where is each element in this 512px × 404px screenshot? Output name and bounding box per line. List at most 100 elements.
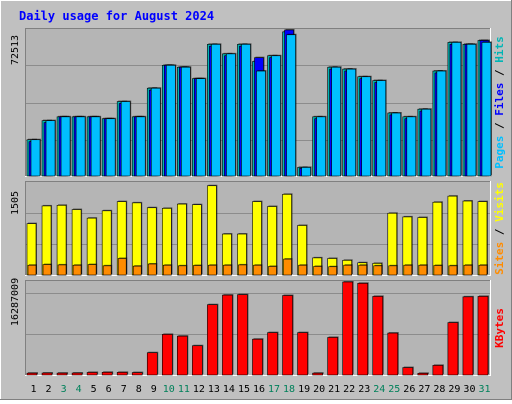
bar-kbytes-day-12: [192, 345, 203, 376]
x-tick-label: 1: [31, 384, 37, 395]
x-tick-label: 25: [388, 384, 400, 395]
x-tick-label: 9: [151, 384, 157, 395]
panel-3: 16287009 KBytes: [10, 278, 506, 376]
bar-pages-day-30: [466, 44, 477, 177]
bar-kbytes-day-24: [372, 296, 384, 376]
x-tick-label: 10: [163, 384, 175, 395]
x-axis-day-labels: 1 2 3 4 5 6 7 8 9 10 11 12 13 14 15 16 17 18 19 20 21 22 23 24 2…: [31, 384, 491, 395]
bar-pages-day-16: [256, 70, 266, 177]
bar-kbytes-day-21: [327, 337, 338, 376]
bar-kbytes-day-3: [56, 372, 68, 376]
bar-visits-day-28: [432, 201, 443, 276]
x-tick-label: 5: [91, 384, 97, 395]
x-tick-label: 3: [61, 384, 67, 395]
series-label-files: Files: [493, 83, 506, 116]
bar-pages-day-11: [181, 66, 191, 177]
bar-sites-day-21: [328, 266, 337, 276]
bar-sites-day-19: [298, 264, 307, 276]
x-tick-label: 11: [178, 384, 190, 395]
y-tick-label: 16287009: [10, 278, 21, 326]
x-tick-label: 7: [121, 384, 127, 395]
bar-pages-day-10: [165, 65, 176, 177]
bar-sites-day-17: [268, 266, 277, 276]
bar-sites-day-8: [132, 265, 142, 276]
bar-sites-day-10: [162, 264, 172, 276]
bar-sites-day-2: [42, 264, 52, 276]
x-tick-label: 2: [46, 384, 52, 395]
bar-sites-day-14: [223, 264, 232, 276]
bar-sites-day-25: [388, 265, 398, 276]
bar-pages-day-19: [301, 167, 311, 177]
bar-pages-day-4: [75, 116, 86, 177]
bar-kbytes-day-23: [357, 283, 369, 376]
bar-kbytes-day-20: [312, 372, 323, 376]
bar-kbytes-day-29: [447, 322, 459, 376]
bar-kbytes-day-15: [237, 294, 248, 376]
bar-pages-day-18: [286, 34, 296, 177]
bar-sites-day-29: [448, 265, 458, 276]
bar-pages-day-23: [361, 76, 372, 177]
x-tick-label: 26: [403, 384, 415, 395]
bar-sites-day-30: [463, 264, 473, 276]
x-tick-label: 16: [253, 384, 265, 395]
bar-pages-day-6: [105, 118, 116, 177]
bar-sites-day-11: [178, 265, 187, 276]
bar-pages-day-28: [436, 70, 447, 177]
bar-pages-day-12: [196, 78, 206, 177]
panel-2: 1505 Sites / Visits: [10, 181, 506, 276]
bar-visits-day-11: [177, 203, 187, 276]
bar-visits-day-31: [477, 201, 488, 276]
bar-kbytes-day-13: [207, 304, 218, 376]
bar-kbytes-day-9: [146, 352, 158, 376]
bar-sites-day-26: [403, 264, 413, 276]
series-label-separator: /: [493, 222, 506, 242]
bar-sites-day-27: [418, 264, 428, 276]
bar-kbytes-day-2: [41, 372, 53, 376]
x-tick-label: 12: [193, 384, 205, 395]
bar-sites-day-20: [313, 266, 322, 276]
bar-kbytes-day-16: [252, 338, 263, 376]
x-tick-label: 28: [433, 384, 445, 395]
series-label-pages: Pages: [493, 136, 506, 169]
bar-visits-day-12: [192, 204, 202, 276]
x-tick-label: 23: [358, 384, 370, 395]
bar-kbytes-day-25: [387, 332, 399, 376]
bar-sites-day-7: [117, 258, 127, 276]
x-tick-label: 15: [238, 384, 250, 395]
bar-pages-day-9: [150, 87, 161, 177]
bar-kbytes-day-14: [222, 294, 233, 376]
x-tick-label: 31: [478, 384, 490, 395]
bar-sites-day-22: [343, 264, 352, 276]
bar-sites-day-4: [72, 264, 82, 276]
bar-pages-day-24: [376, 80, 387, 177]
chart-title: Daily usage for August 2024: [19, 9, 214, 23]
x-tick-label: 22: [343, 384, 355, 395]
bar-pages-day-7: [120, 101, 131, 177]
series-label-separator: /: [493, 116, 506, 136]
bar-pages-day-3: [60, 116, 71, 177]
bar-pages-day-21: [331, 66, 341, 177]
y-tick-label: 1505: [10, 191, 21, 215]
bar-kbytes-day-6: [101, 371, 113, 376]
bar-pages-day-15: [241, 44, 251, 177]
bar-kbytes-day-19: [297, 332, 308, 376]
x-tick-label: 29: [448, 384, 460, 395]
bar-pages-day-22: [346, 68, 356, 177]
bar-kbytes-day-4: [71, 372, 83, 376]
series-label: KBytes: [493, 308, 506, 348]
bar-sites-day-6: [102, 265, 112, 276]
bar-kbytes-day-28: [432, 365, 444, 376]
bar-pages-day-8: [135, 116, 146, 177]
bar-pages-day-5: [90, 116, 101, 177]
bar-visits-day-16: [252, 201, 262, 276]
bar-pages-day-26: [406, 116, 417, 177]
bar-kbytes-day-5: [86, 372, 98, 376]
bar-sites-day-28: [433, 265, 443, 276]
bar-kbytes-day-7: [116, 372, 128, 376]
x-tick-label: 30: [463, 384, 475, 395]
bar-kbytes-day-31: [477, 296, 489, 376]
bar-visits-day-17: [267, 206, 277, 276]
x-tick-label: 19: [298, 384, 310, 395]
x-tick-label: 20: [313, 384, 325, 395]
series-label-hits: Hits: [493, 36, 506, 63]
